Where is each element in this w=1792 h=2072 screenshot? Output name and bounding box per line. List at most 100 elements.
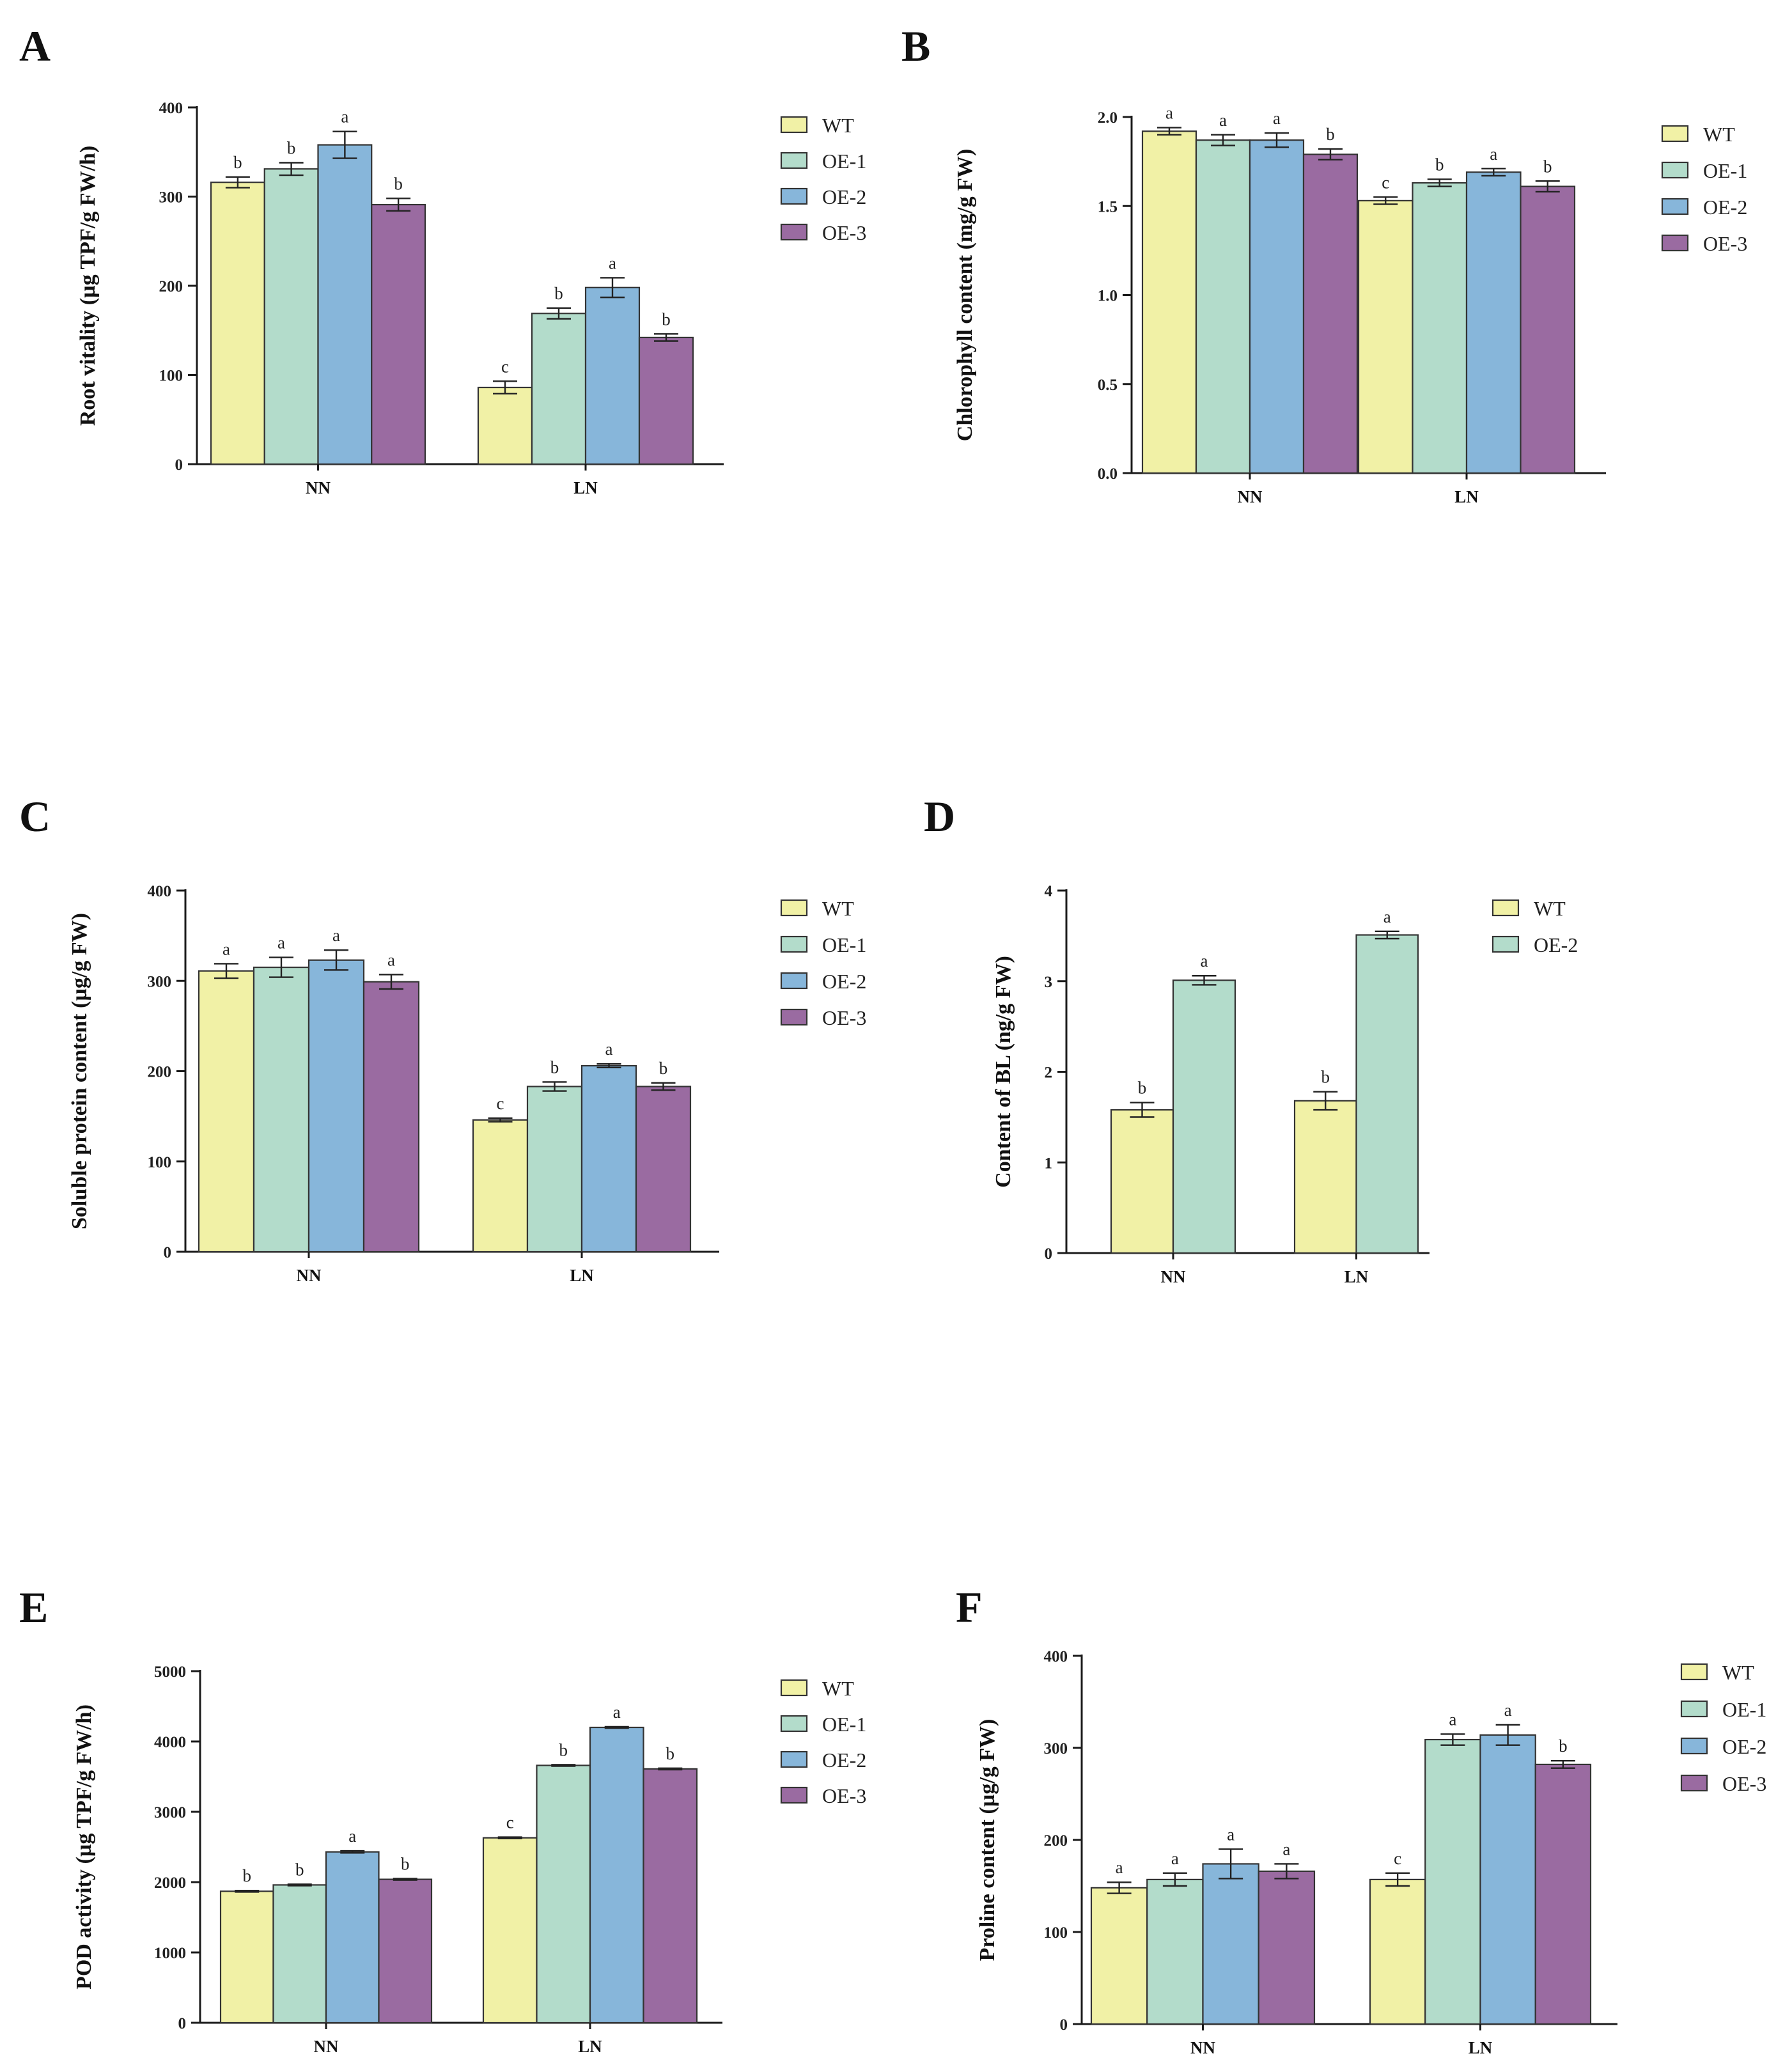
significance-letter: a [605, 1040, 613, 1059]
bar-ln-oe-2 [1355, 934, 1419, 1254]
significance-letter: b [659, 1059, 668, 1078]
bar-nn-oe-1 [1195, 139, 1251, 474]
chart-panel-b: B 0.0 0.5 1.0 1.5 2.0 Chlorophyll content (mg/… [901, 22, 1747, 506]
legend-label: WT [1722, 1661, 1754, 1684]
y-tick-label: 100 [148, 1154, 172, 1171]
y-tick-label: 0.5 [1098, 377, 1118, 394]
significance-letter: a [1273, 109, 1281, 128]
y-tick-label: 3 [1045, 974, 1053, 991]
x-tick-label: NN [306, 478, 331, 497]
panel-label: F [956, 1583, 983, 1632]
y-tick-label: 0 [1045, 1245, 1053, 1263]
bar-nn-oe-3 [371, 203, 426, 465]
significance-letter: c [1394, 1849, 1401, 1868]
significance-letter: a [222, 939, 230, 958]
significance-letter: b [1543, 157, 1552, 176]
y-axis-title: Content of BL (ng/g FW) [992, 956, 1015, 1188]
bar-ln-oe-2 [580, 1064, 637, 1253]
y-tick-label: 400 [159, 100, 183, 117]
significance-letter: b [554, 284, 563, 303]
legend-label: OE-1 [1703, 159, 1747, 182]
legend-label: OE-3 [1703, 232, 1747, 255]
y-tick-label: 0 [164, 1244, 172, 1261]
x-tick-label: NN [1161, 1267, 1186, 1286]
y-tick-label: 300 [1044, 1740, 1068, 1757]
legend-swatch [780, 1715, 808, 1733]
bar-ln-oe-1 [536, 1764, 591, 2024]
y-tick-label: 0 [1060, 2016, 1068, 2034]
chart-panel-d: D 0 1 2 3 4 Content of BL (ng/g FW) b a NN b a LN WT O… [924, 792, 1578, 1286]
legend-swatch [1680, 1700, 1708, 1718]
significance-letter: b [243, 1866, 252, 1885]
legend-swatch [780, 187, 808, 205]
y-axis-title: Root vitality (µg TPF/g FW/h) [76, 146, 100, 426]
bar-ln-oe-1 [526, 1086, 583, 1253]
legend-swatch [1680, 1663, 1708, 1681]
y-tick-label: 400 [148, 883, 172, 900]
y-tick-label: 200 [148, 1064, 172, 1081]
legend-label: OE-3 [822, 221, 866, 244]
panel-label: E [19, 1583, 48, 1632]
y-axis-title: Chlorophyll content (mg/g FW) [953, 149, 977, 441]
significance-letter: a [348, 1827, 356, 1846]
chart-panel-f: F 0 100 200 300 400 Proline content (µg/g FW) a… [956, 1583, 1766, 2057]
y-tick-label: 300 [148, 973, 172, 990]
x-tick-label: LN [573, 478, 598, 497]
bar-nn-oe-2 [325, 1851, 380, 2024]
legend-swatch [1680, 1737, 1708, 1755]
bar-nn-oe-1 [1146, 1878, 1204, 2025]
panel-label: D [924, 792, 955, 841]
bar-ln-oe-3 [1534, 1763, 1592, 2025]
significance-letter: a [609, 253, 616, 272]
y-tick-label: 200 [159, 278, 183, 295]
significance-letter: a [1282, 1839, 1290, 1858]
legend-swatch [1661, 198, 1689, 215]
y-tick-label: 0.0 [1098, 465, 1118, 483]
bar-nn-oe-2 [1249, 139, 1305, 474]
significance-letter: a [341, 107, 348, 127]
legend-label: OE-1 [822, 933, 866, 956]
legend-label: OE-3 [822, 1006, 866, 1029]
significance-letter: a [332, 926, 340, 945]
significance-letter: a [277, 933, 285, 953]
x-tick-label: LN [1454, 487, 1479, 506]
y-tick-label: 5000 [154, 1663, 186, 1681]
bar-ln-oe-2 [1479, 1734, 1536, 2025]
bar-nn-oe-2 [317, 144, 373, 465]
significance-letter: c [506, 1813, 514, 1832]
significance-letter: c [497, 1094, 504, 1113]
legend-label: OE-3 [822, 1784, 866, 1807]
panel-label: B [901, 22, 930, 70]
legend-label: OE-2 [1722, 1735, 1766, 1758]
legend-swatch [780, 116, 808, 134]
bar-ln-wt [482, 1837, 538, 2024]
significance-letter: a [613, 1702, 621, 1722]
significance-letter: b [401, 1855, 410, 1874]
y-axis-title: POD activity (µg TPF/g FW/h) [72, 1704, 96, 1990]
significance-letter: a [1383, 907, 1391, 926]
bar-nn-wt [198, 970, 255, 1253]
y-tick-label: 300 [159, 189, 183, 206]
bar-nn-oe-3 [362, 981, 420, 1253]
bar-ln-oe-3 [635, 1086, 692, 1253]
significance-letter: c [1382, 173, 1389, 192]
legend-swatch [780, 1786, 808, 1804]
legend-swatch [780, 1750, 808, 1768]
legend-swatch [780, 1679, 808, 1697]
y-tick-label: 2000 [154, 1874, 186, 1892]
significance-letter: a [1504, 1701, 1512, 1720]
y-tick-label: 4 [1045, 883, 1053, 900]
y-tick-label: 1.5 [1098, 198, 1118, 215]
y-tick-label: 0 [178, 2015, 187, 2032]
legend-swatch [780, 972, 808, 990]
bar-nn-oe-1 [253, 966, 310, 1253]
bar-ln-wt [1369, 1878, 1426, 2025]
significance-letter: a [1116, 1858, 1123, 1877]
x-tick-label: NN [314, 2037, 339, 2056]
bar-ln-wt [477, 386, 533, 465]
bar-ln-oe-2 [1465, 171, 1522, 474]
significance-letter: a [1490, 144, 1497, 164]
legend-swatch [1661, 125, 1689, 143]
legend-swatch [1680, 1774, 1708, 1792]
